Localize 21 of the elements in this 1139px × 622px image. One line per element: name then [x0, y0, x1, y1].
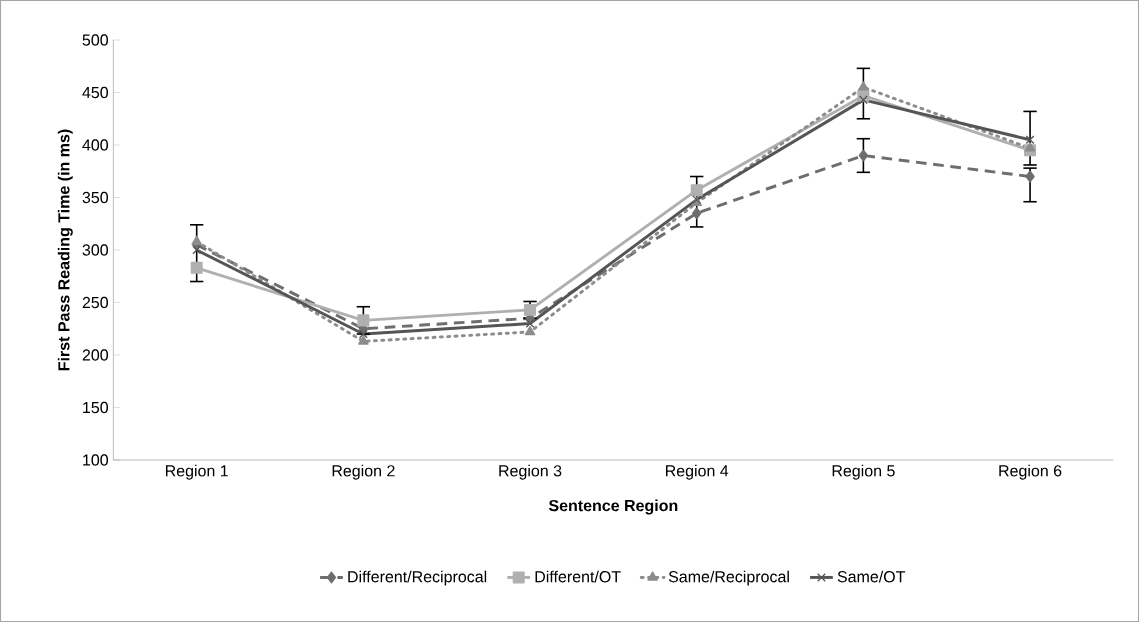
x-tick-label: Region 2: [332, 464, 395, 480]
x-tick-label: Region 1: [165, 464, 228, 480]
y-tick-label: 100: [83, 454, 109, 466]
legend-label: Same/OT: [837, 570, 906, 583]
y-axis-title: First Pass Reading Time (in ms): [57, 129, 73, 371]
x-tick-label: Region 3: [499, 464, 562, 480]
legend-label: Same/Reciprocal: [668, 570, 789, 586]
y-tick-label: 450: [82, 86, 109, 99]
x-tick-label: Region 4: [666, 464, 729, 480]
y-tick-label: 500: [82, 34, 109, 46]
y-tick-label: 350: [82, 191, 109, 204]
y-tick-label: 300: [82, 244, 109, 256]
x-tick-label: Region 5: [832, 464, 895, 480]
x-tick-label: Region 6: [999, 464, 1062, 480]
y-tick-label: 250: [82, 296, 109, 309]
legend-label: Different/Reciprocal: [348, 570, 487, 586]
legend-label: Different/OT: [535, 570, 621, 583]
y-tick-label: 200: [82, 349, 109, 361]
y-tick-label: 150: [83, 401, 109, 414]
y-tick-label: 400: [82, 139, 109, 151]
x-axis-title: Sentence Region: [548, 499, 678, 515]
